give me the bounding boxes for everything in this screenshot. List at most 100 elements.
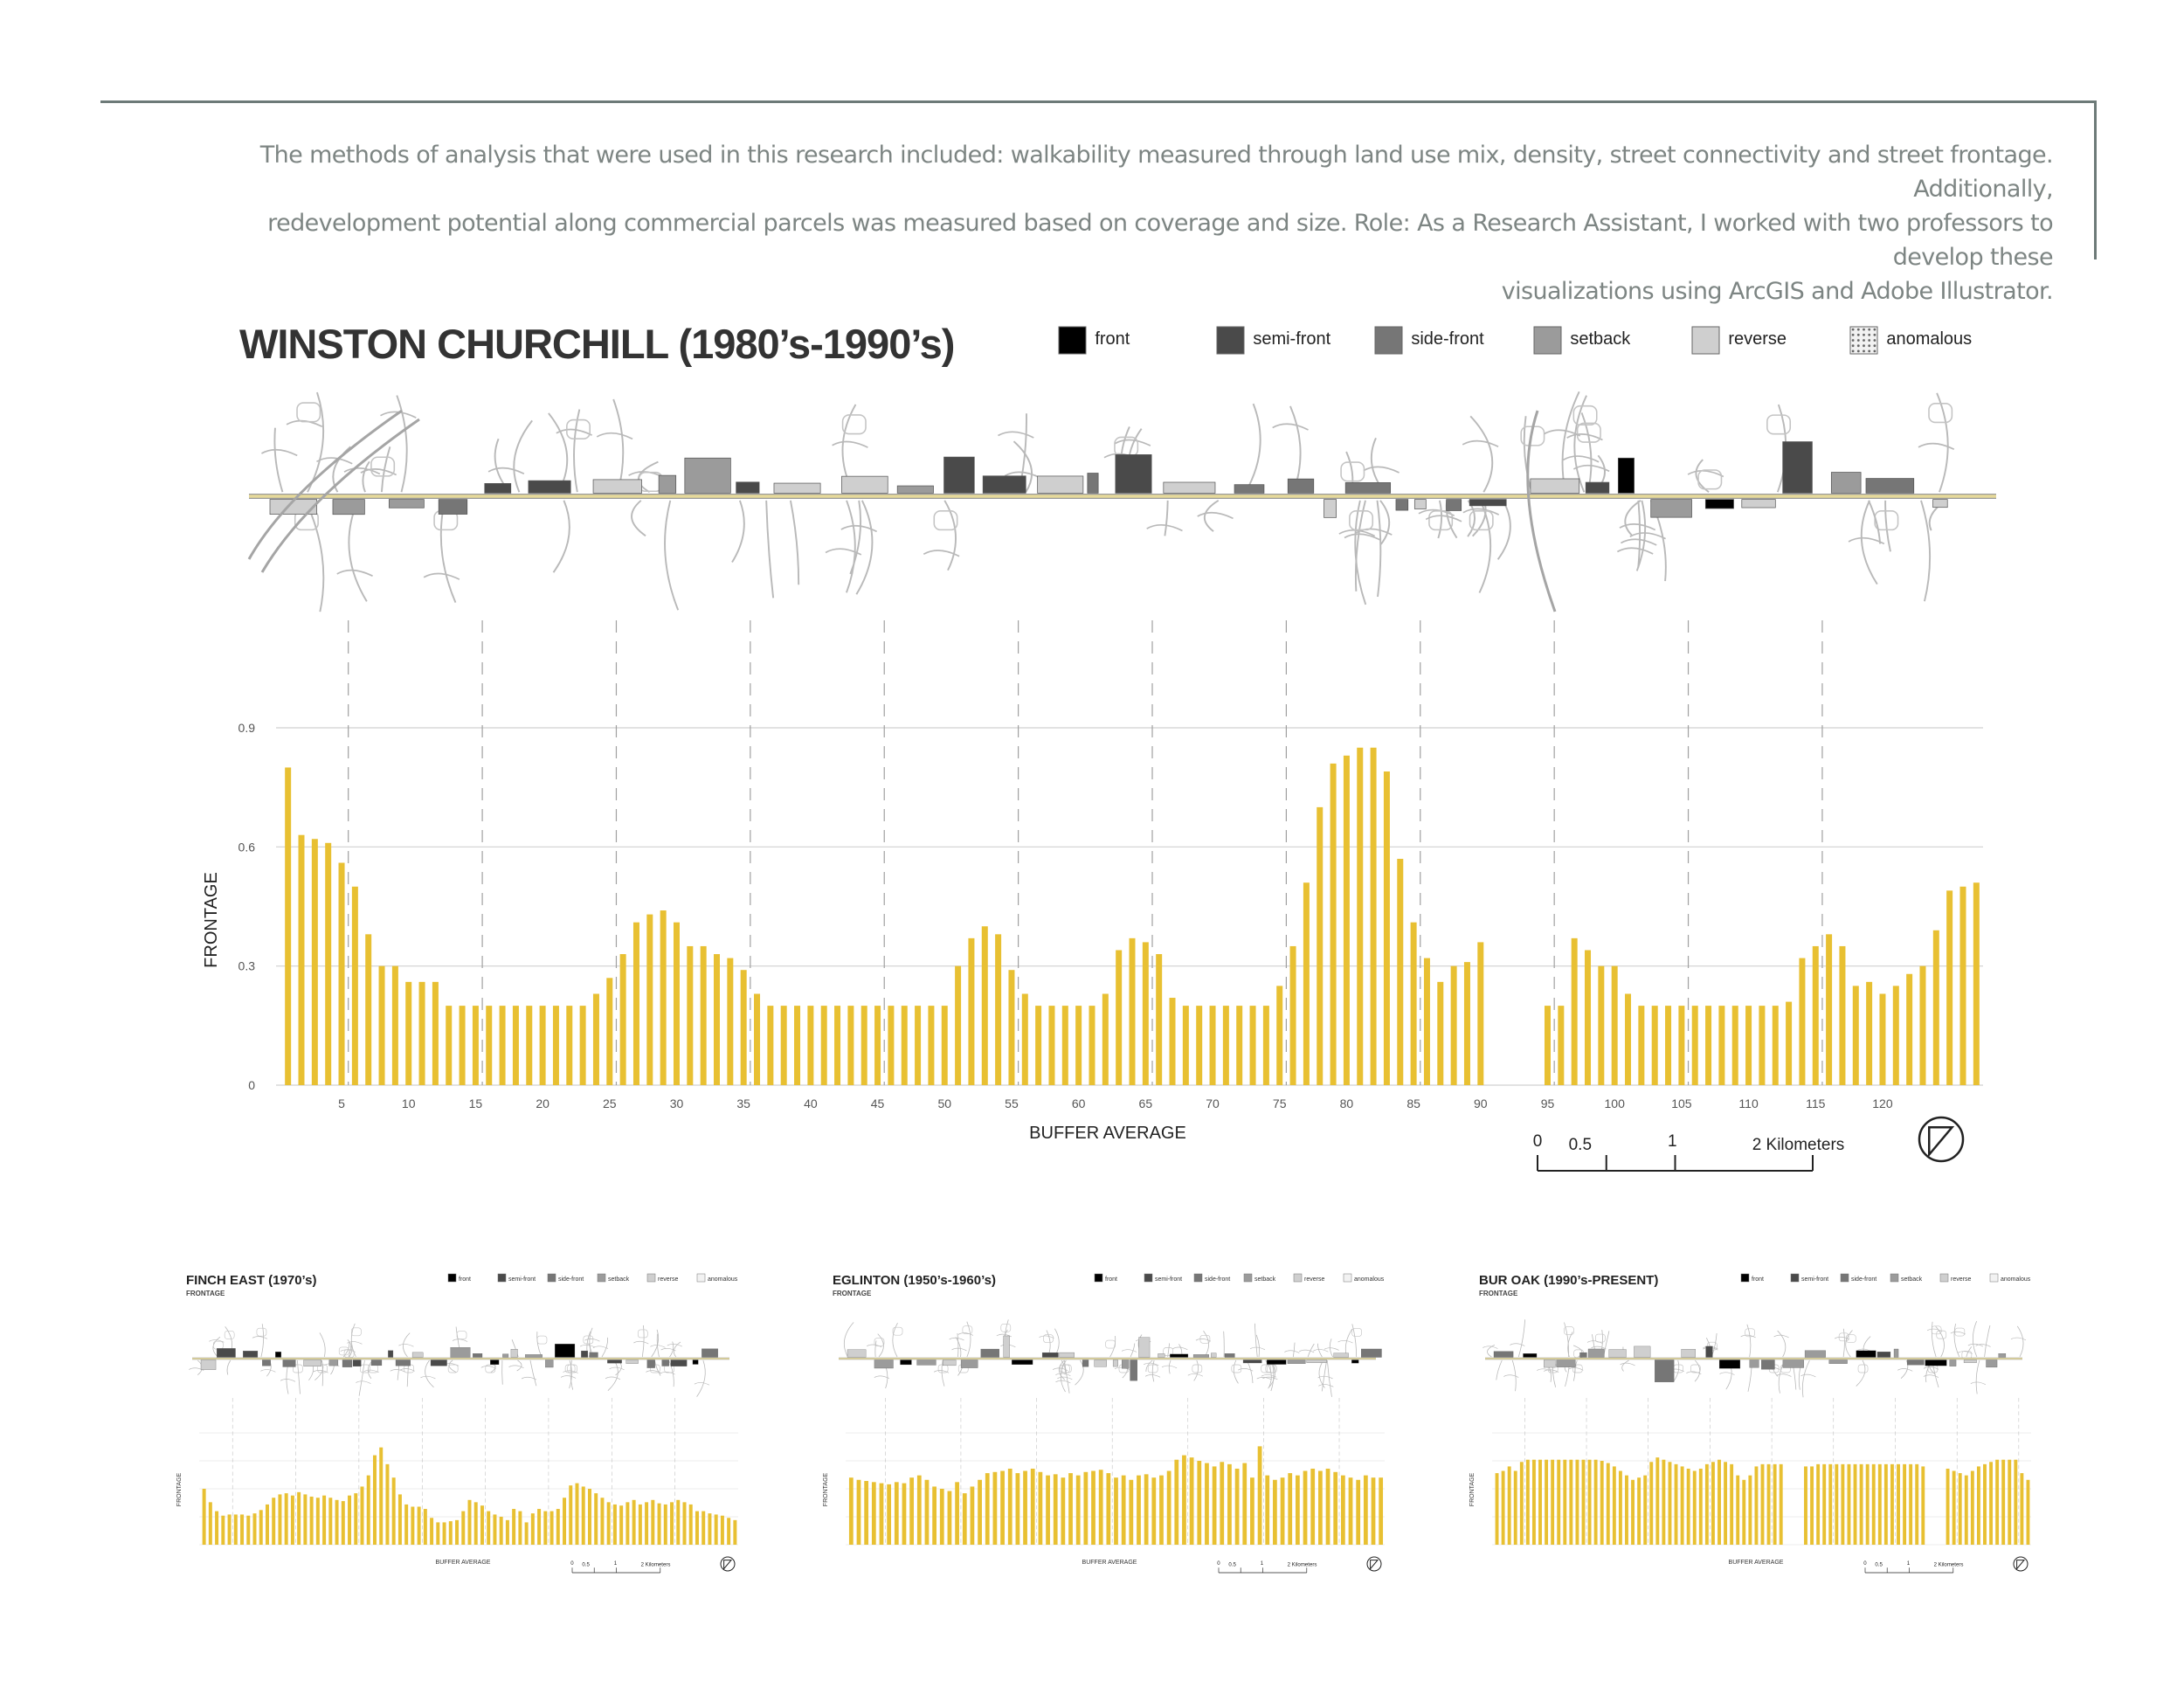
main-map-street [1566,433,1603,441]
chart1-bar [404,1504,409,1545]
chart3-bar [1532,1459,1536,1545]
main-map-parcel [438,499,468,515]
chart3-bar [1964,1475,1968,1545]
panel-3-map-parcel [1986,1359,1998,1368]
panel-3-map-street [1673,1359,1680,1381]
panel-3-map-street-loop [1572,1364,1583,1373]
chart3-bar [2001,1459,2006,1545]
main-map-street-loop [1469,510,1494,531]
chart0-bar [874,1006,881,1085]
panel-2-map-street [1193,1359,1199,1381]
panel-2-map-parcel [1112,1359,1118,1367]
panel-2-legend: front semi-front side-front setback reverse a… [1094,1273,1385,1283]
panel-1-map-street-loop [343,1349,355,1358]
legend-swatch-front [447,1273,457,1283]
panel-2-map-street [1060,1359,1067,1393]
chart0-bar [1799,958,1806,1085]
chart1-bar [569,1485,573,1545]
chart0-xtick-label: 65 [1139,1097,1153,1110]
main-map-parcel [1830,472,1862,494]
chart0-bar [285,767,292,1085]
panel-2-map-parcel [1059,1352,1075,1358]
chart0-bar [1906,973,1913,1085]
panel-2-map-street-loop [1163,1347,1173,1356]
chart3-bar [1847,1463,1851,1545]
main-map-street [1469,415,1494,493]
panel-1-map-street-loop [536,1335,548,1345]
panel-1-map-parcel [545,1359,554,1368]
panel-1-map-street [296,1359,301,1394]
main-map-street [1462,508,1500,515]
chart3-bar [1754,1466,1759,1545]
panel-1-map-parcel [607,1359,622,1364]
chart3-subtitle: FRONTAGE [1479,1290,1518,1297]
main-map-parcel [1163,481,1216,494]
chart0-scale-label: 0 [1533,1132,1543,1151]
panel-2-map-street [1318,1359,1325,1388]
chart1-bar [202,1489,206,1545]
chart3-bar [1897,1463,1900,1545]
panel-1-map-parcel [510,1349,518,1358]
chart1-bar [619,1505,624,1545]
panel-2-map-street [1223,1331,1225,1358]
panel-1-map-street [651,1329,659,1358]
legend-label-side_front: side-front [558,1276,584,1283]
panel-3-map-street-loop [1954,1327,1966,1337]
chart1-bar [688,1504,693,1545]
chart0-xtick-label: 75 [1273,1097,1287,1110]
panel-3-map-parcel [1876,1352,1891,1358]
chart1-bar [537,1509,542,1545]
panel-2-map-street [874,1340,877,1358]
panel-3-map-parcel [1749,1359,1759,1368]
panel-2-map-street [941,1359,945,1387]
main-map-street [1523,416,1533,493]
chart2-bar [1363,1475,1368,1545]
panel-1-legend: front semi-front side-front setback reverse a… [447,1273,738,1283]
chart3-bar [2026,1479,2030,1545]
panel-1-map-parcel [661,1359,669,1366]
chart0-xtick-label: 40 [804,1097,818,1110]
chart2-bar [1273,1479,1277,1545]
panel-1-map-street [420,1375,436,1380]
chart3-bar [1600,1461,1604,1545]
legend-swatch-setback [1533,326,1562,355]
panel-1-map-parcel [282,1359,296,1367]
legend-dot [1863,349,1865,353]
main-map-street [336,569,373,578]
chart0-xtick-label: 110 [1738,1097,1759,1110]
chart3-bar [1593,1459,1598,1545]
main-map-street-loop [841,414,867,435]
panel-2-map-street [1172,1346,1188,1351]
main-map-street-loop [370,456,396,477]
chart1-bar [556,1509,560,1545]
panel-1-map-parcel [216,1348,236,1358]
chart1-xlabel: BUFFER AVERAGE [436,1560,491,1566]
chart0-bar [1826,934,1833,1085]
chart1-bar [505,1519,509,1545]
panel-1-map-parcel [388,1350,394,1358]
panel-3-map-street-loop [1845,1334,1856,1343]
chart1-scale-label: 0.5 [582,1561,590,1567]
panel-1-map-street [390,1369,405,1373]
panel-2-map-parcel [1003,1335,1010,1358]
panel-1-map-street [569,1359,572,1389]
chart1-bar [575,1483,579,1545]
panel-2-map-street [1055,1373,1071,1377]
panel-2-map-street [996,1333,1012,1338]
chart1-bar [309,1496,314,1545]
chart0-bar [820,1006,827,1085]
chart3-scale-label: 1 [1907,1560,1911,1567]
chart0-bar [325,842,332,1085]
chart0-xtick-label: 70 [1206,1097,1220,1110]
chart3-bar [1730,1463,1734,1545]
panel-1-map-street-loop [650,1364,660,1373]
legend-label-semi_front: semi-front [1253,329,1330,349]
panel-2-map-parcel [1158,1353,1165,1358]
chart3-bar [1563,1459,1567,1545]
panel-3-map-street [1842,1328,1845,1358]
panel-3-map-street [1487,1344,1496,1358]
panel-1-map-street [508,1365,524,1368]
main-map-parcel [1782,441,1813,494]
chart0-bar [1450,965,1457,1085]
